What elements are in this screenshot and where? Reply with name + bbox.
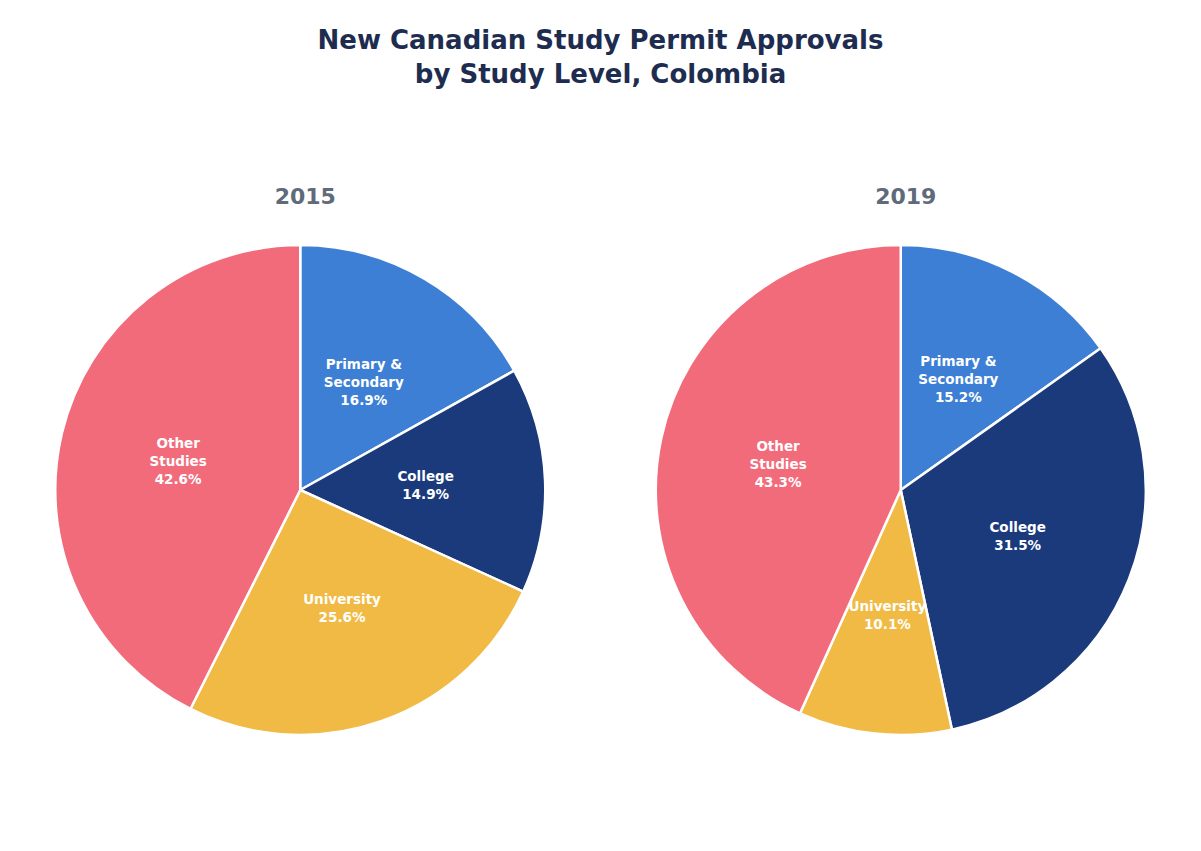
svg-text:Primary &: Primary & (920, 353, 997, 369)
svg-text:Secondary: Secondary (918, 371, 998, 387)
svg-text:University: University (849, 598, 927, 614)
svg-text:by Study Level, Colombia: by Study Level, Colombia (415, 59, 786, 89)
svg-text:10.1%: 10.1% (864, 616, 911, 632)
svg-text:2019: 2019 (875, 184, 936, 209)
svg-text:College: College (397, 468, 453, 484)
svg-text:Primary &: Primary & (326, 356, 403, 372)
svg-text:31.5%: 31.5% (994, 537, 1041, 553)
svg-text:New Canadian Study Permit Appr: New Canadian Study Permit Approvals (318, 25, 884, 55)
svg-text:Studies: Studies (749, 456, 806, 472)
svg-text:2015: 2015 (275, 184, 336, 209)
svg-text:Studies: Studies (149, 453, 206, 469)
svg-text:Secondary: Secondary (324, 374, 404, 390)
svg-text:Other: Other (756, 438, 800, 454)
svg-text:University: University (303, 591, 381, 607)
svg-text:42.6%: 42.6% (155, 471, 202, 487)
svg-text:Other: Other (156, 435, 200, 451)
svg-text:43.3%: 43.3% (755, 474, 802, 490)
svg-text:25.6%: 25.6% (319, 609, 366, 625)
svg-text:14.9%: 14.9% (402, 486, 449, 502)
svg-text:College: College (989, 519, 1045, 535)
svg-text:15.2%: 15.2% (935, 389, 982, 405)
svg-text:16.9%: 16.9% (340, 392, 387, 408)
